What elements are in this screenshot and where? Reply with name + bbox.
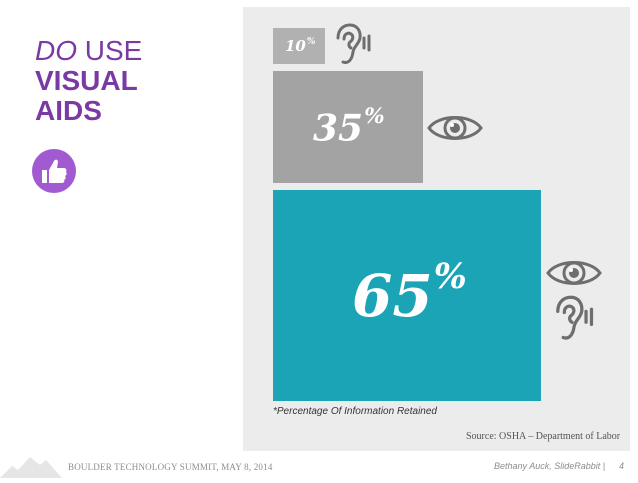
footnote: *Percentage Of Information Retained — [273, 406, 437, 417]
title-visual: VISUAL — [35, 65, 138, 96]
stat-label-65: 65% — [352, 256, 467, 330]
stat-box-35 — [273, 71, 423, 183]
eye-icon — [546, 256, 602, 295]
stat-label-10: 10% — [285, 37, 316, 56]
eye-icon — [427, 111, 483, 150]
slide-title: DO USE VISUAL AIDS — [35, 36, 142, 126]
title-aids: AIDS — [35, 95, 102, 126]
source-citation: Source: OSHA – Department of Labor — [466, 431, 621, 442]
stat-box-65 — [273, 190, 541, 401]
title-do: DO — [35, 35, 77, 66]
stat-box-10 — [273, 28, 325, 64]
stat-label-35: 35% — [313, 104, 385, 150]
thumbs-up-icon — [32, 149, 76, 193]
title-use: USE — [77, 35, 143, 66]
footer-event: BOULDER TECHNOLOGY SUMMIT, MAY 8, 2014 — [68, 462, 273, 472]
footer-author: Bethany Auck, SlideRabbit | — [494, 461, 606, 471]
page-number: 4 — [619, 461, 625, 471]
ear-icon — [330, 22, 374, 73]
mountain-logo — [0, 451, 70, 483]
ear-icon — [549, 294, 597, 349]
